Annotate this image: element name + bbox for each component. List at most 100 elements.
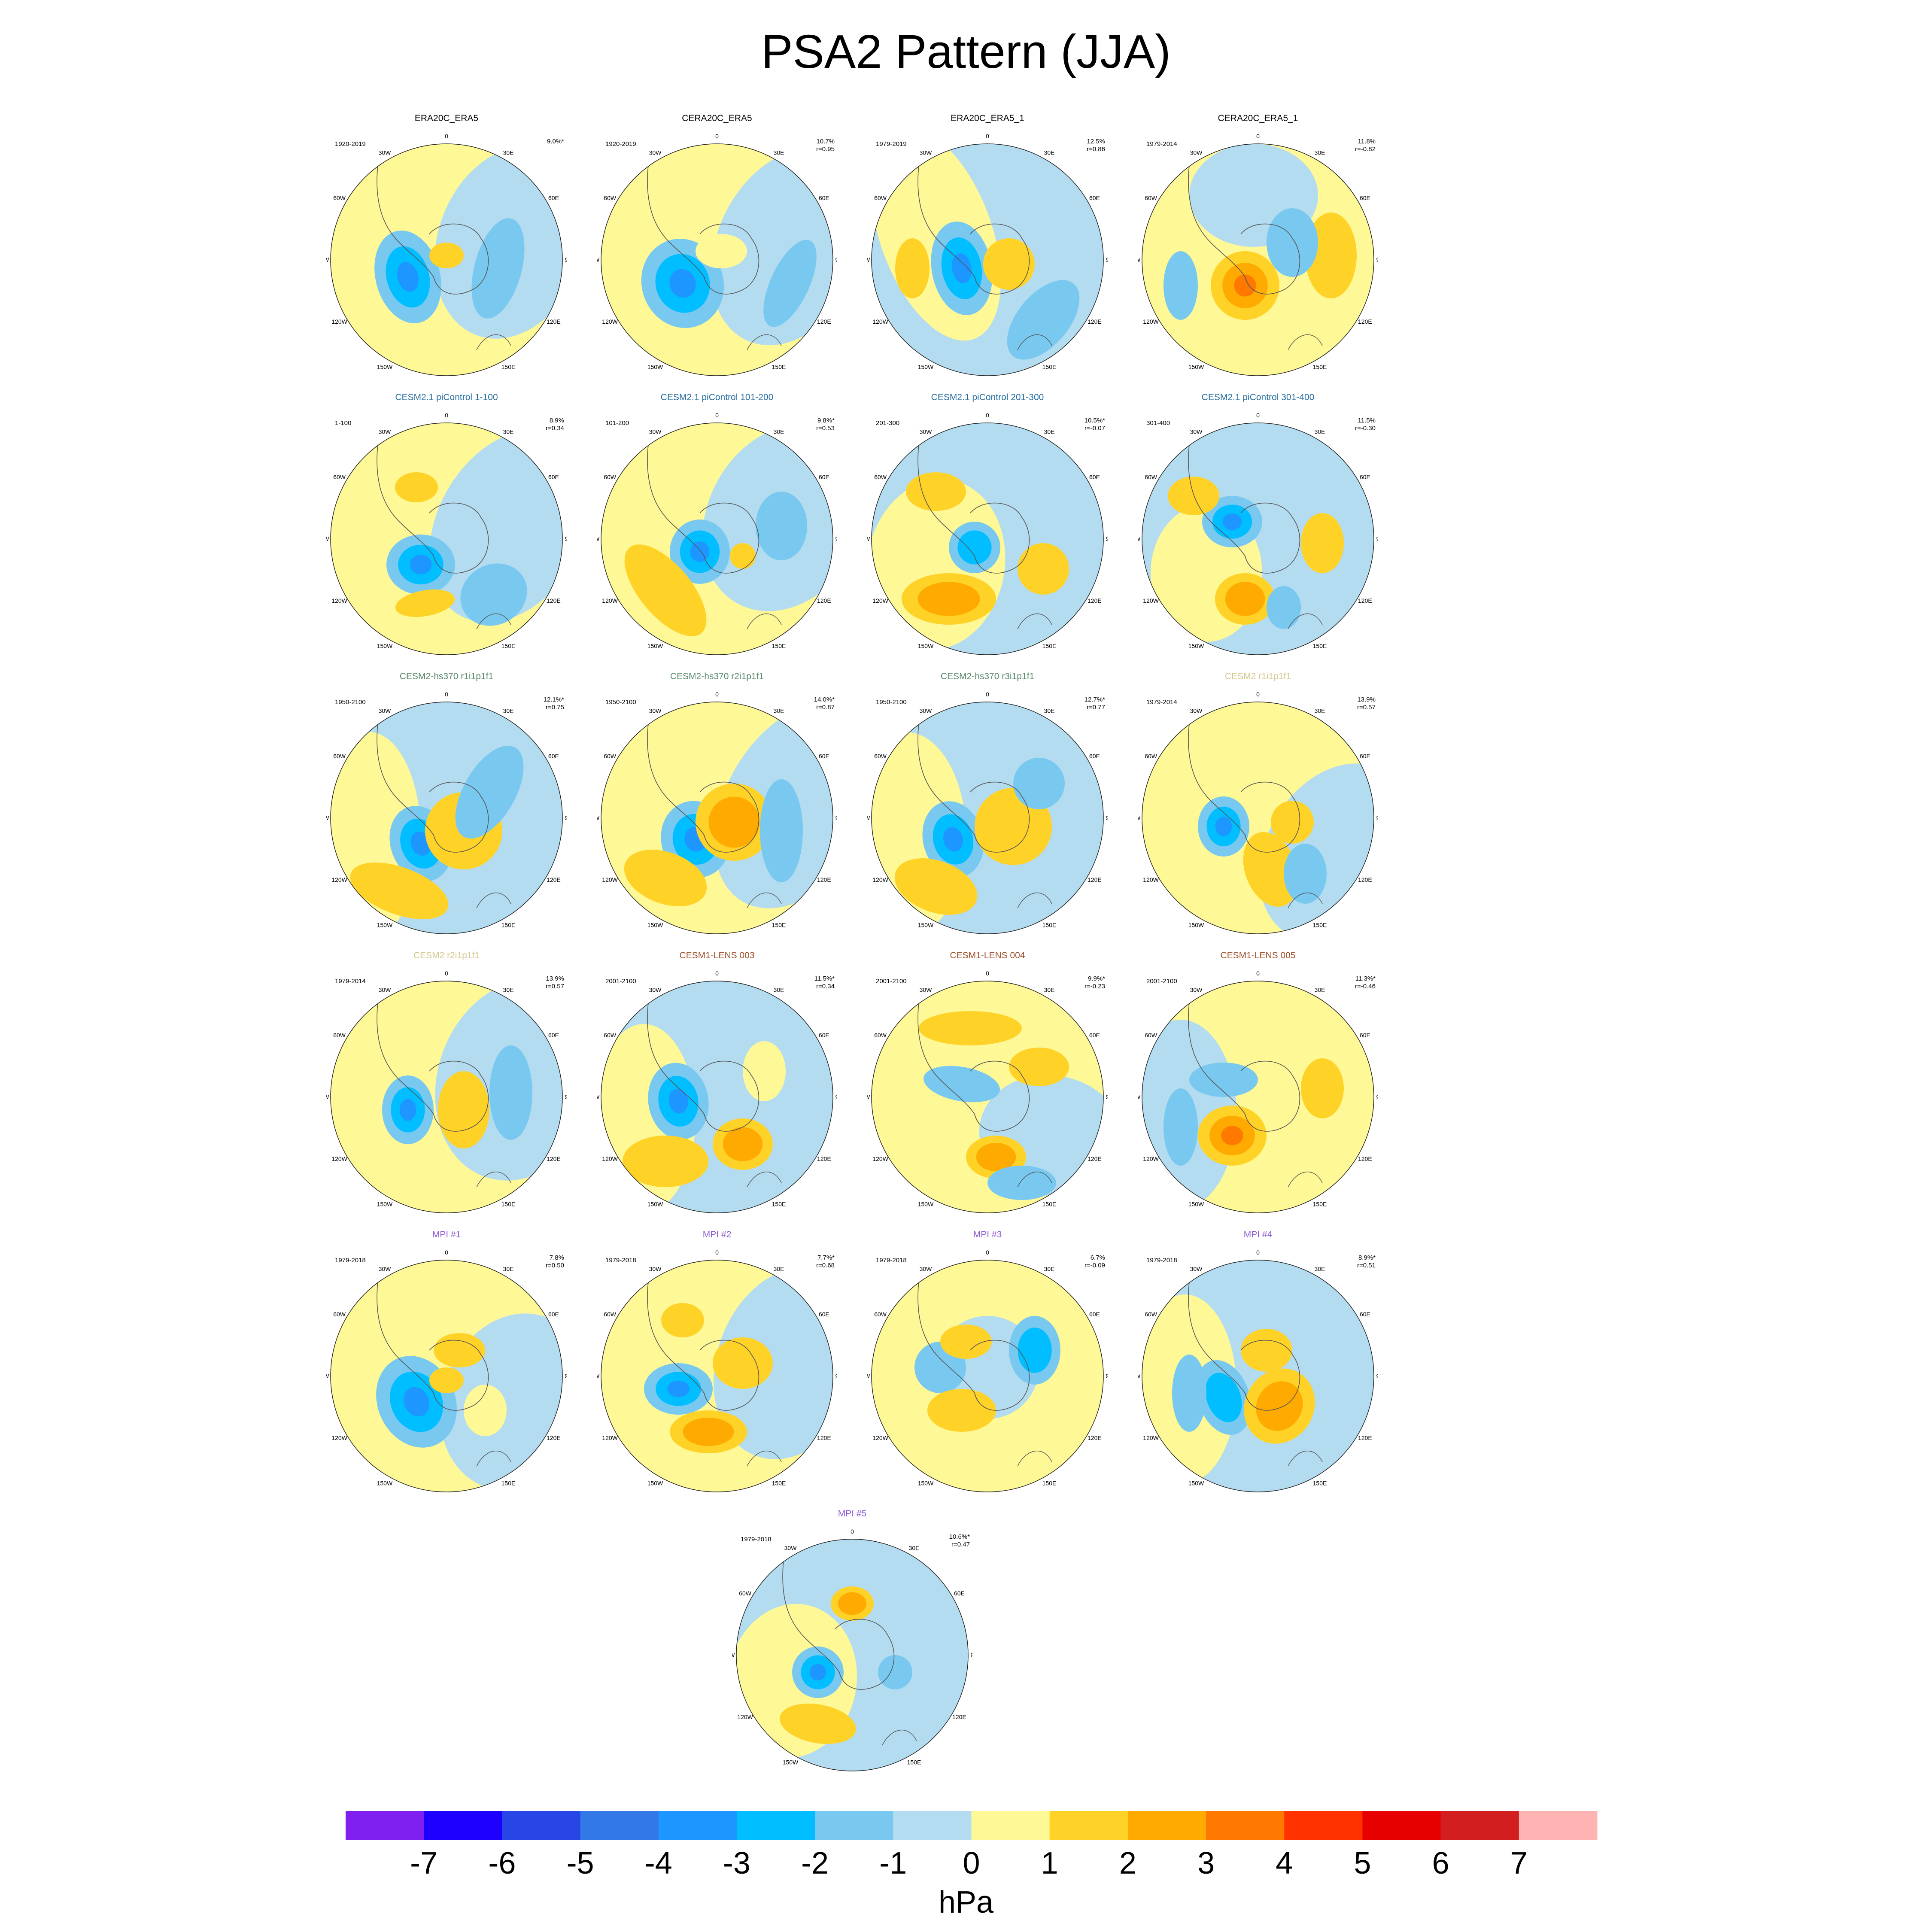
anomaly-contour bbox=[1018, 1327, 1052, 1373]
panel: CESM2 r2i1p1f1 1979-2014 13.9% r=0.57 0 30E 60… bbox=[326, 951, 567, 1217]
correlation-value: r=0.50 bbox=[546, 1262, 564, 1269]
panel-title: CESM2.1 piControl 301-400 bbox=[1201, 392, 1315, 402]
panel-period: 301-400 bbox=[1146, 419, 1170, 427]
coastline bbox=[1288, 1450, 1323, 1467]
anomaly-field bbox=[601, 144, 833, 376]
longitude-label: 150E bbox=[907, 1759, 921, 1765]
longitude-label: 150W bbox=[377, 1200, 393, 1207]
longitude-label: 90W bbox=[326, 535, 329, 542]
anomaly-contour bbox=[624, 544, 707, 636]
panel: CESM2.1 piControl 101-200 101-200 9.8%* r=0… bbox=[597, 393, 837, 659]
anomaly-contour bbox=[730, 543, 756, 569]
anomaly-contour bbox=[943, 827, 963, 852]
longitude-label: 90E bbox=[1106, 256, 1108, 263]
anomaly-field bbox=[601, 423, 833, 655]
longitude-label: 150W bbox=[647, 1479, 663, 1486]
longitude-label: 120E bbox=[1088, 1434, 1102, 1441]
anomaly-contour bbox=[952, 253, 972, 283]
longitude-label: 30E bbox=[503, 987, 514, 993]
longitude-label: 0 bbox=[715, 133, 719, 140]
panel-variance: 8.9%* r=0.51 bbox=[1357, 1254, 1376, 1270]
panel-variance: 11.5%* r=0.34 bbox=[814, 975, 835, 990]
panel-title: MPI #1 bbox=[432, 1230, 461, 1239]
longitude-label: 150E bbox=[1042, 1200, 1057, 1207]
longitude-label: 120W bbox=[872, 1434, 888, 1441]
longitude-label: 0 bbox=[445, 970, 448, 977]
longitude-label: 30E bbox=[909, 1545, 920, 1552]
map-rim bbox=[871, 981, 1104, 1213]
longitude-label: 60E bbox=[1089, 1311, 1100, 1318]
longitude-label: 90E bbox=[1376, 1373, 1378, 1379]
coastline bbox=[1188, 444, 1300, 574]
coastline bbox=[377, 723, 489, 853]
correlation-value: r=0.51 bbox=[1357, 1262, 1376, 1269]
coastline bbox=[1288, 334, 1323, 350]
longitude-label: 30W bbox=[920, 428, 933, 435]
longitude-label: 90E bbox=[1106, 814, 1108, 821]
longitude-label: 150E bbox=[1313, 921, 1327, 928]
panel-variance: 14.0%* r=0.87 bbox=[814, 696, 835, 711]
longitude-label: 90E bbox=[835, 535, 837, 542]
anomaly-contour bbox=[350, 863, 449, 919]
correlation-value: r=-0.09 bbox=[1084, 1262, 1105, 1269]
longitude-label: 90W bbox=[326, 814, 329, 821]
correlation-value: r=0.57 bbox=[546, 983, 564, 990]
longitude-label: 150E bbox=[772, 1479, 786, 1486]
colorbar-tick-label: 6 bbox=[1432, 1846, 1449, 1880]
longitude-label: 0 bbox=[445, 691, 448, 698]
anomaly-contour bbox=[1301, 513, 1344, 573]
longitude-label: 150W bbox=[647, 921, 663, 928]
anomaly-contour bbox=[756, 492, 807, 560]
polar-map: 030E60E90E120E150E180150W120W90W60W30W bbox=[326, 1249, 567, 1492]
anomaly-field bbox=[601, 981, 833, 1213]
variance-value: 12.5% bbox=[1087, 138, 1105, 145]
panel-period: 1950-2100 bbox=[335, 699, 366, 706]
panel-variance: 9.0%* bbox=[547, 138, 564, 146]
anomaly-contour bbox=[623, 1136, 708, 1187]
longitude-label: 60W bbox=[333, 474, 346, 480]
coastline bbox=[1017, 613, 1052, 629]
longitude-label: 60W bbox=[874, 1032, 887, 1039]
longitude-label: 90W bbox=[1138, 1373, 1141, 1379]
anomaly-contour bbox=[743, 1041, 786, 1101]
polar-map: 030E60E90E120E150E180150W120W90W60W30W bbox=[867, 970, 1108, 1213]
polar-map: 030E60E90E120E150E180150W120W90W60W30W bbox=[1138, 691, 1378, 934]
longitude-label: 150W bbox=[377, 921, 393, 928]
anomaly-contour bbox=[780, 1704, 856, 1744]
anomaly-contour bbox=[460, 563, 527, 626]
coastline bbox=[1017, 1450, 1052, 1467]
panel-period: 1979-2014 bbox=[1146, 699, 1177, 706]
longitude-label: 60W bbox=[333, 1311, 346, 1318]
longitude-label: 150E bbox=[501, 363, 516, 370]
polar-map: 030E60E90E120E150E180150W120W90W60W30W bbox=[1138, 970, 1378, 1213]
longitude-label: 150W bbox=[1188, 642, 1204, 649]
anomaly-contour bbox=[1205, 1373, 1242, 1422]
correlation-value: r=0.34 bbox=[546, 425, 564, 432]
longitude-label: 120E bbox=[1358, 1155, 1372, 1162]
longitude-label: 120W bbox=[331, 876, 347, 883]
longitude-label: 120W bbox=[1143, 876, 1159, 883]
anomaly-field bbox=[1142, 1260, 1374, 1492]
panel-title: CESM1-LENS 005 bbox=[1220, 951, 1296, 960]
panel: CESM2-hs370 r3i1p1f1 1950-2100 12.7%* r=0.7… bbox=[867, 672, 1108, 938]
longitude-label: 30W bbox=[649, 428, 662, 435]
anomaly-contour bbox=[1271, 801, 1314, 844]
correlation-value: r=0.68 bbox=[816, 1262, 835, 1269]
panel-title: ERA20C_ERA5_1 bbox=[951, 113, 1024, 123]
longitude-label: 120W bbox=[331, 1155, 347, 1162]
panel-period: 2001-2100 bbox=[876, 978, 907, 985]
panels-grid: ERA20C_ERA5 1920-2019 9.0%* 0 30E 60E 90E 120E 1… bbox=[326, 113, 1378, 1771]
anomaly-contour bbox=[838, 1592, 866, 1615]
map-rim bbox=[601, 143, 833, 376]
longitude-label: 0 bbox=[986, 970, 989, 977]
longitude-label: 150E bbox=[772, 363, 786, 370]
longitude-label: 90E bbox=[1376, 1094, 1378, 1100]
longitude-label: 0 bbox=[1256, 691, 1260, 698]
longitude-label: 90E bbox=[1106, 535, 1108, 542]
longitude-label: 90W bbox=[597, 535, 600, 542]
anomaly-field bbox=[1142, 423, 1374, 655]
longitude-label: 150W bbox=[647, 642, 663, 649]
correlation-value: r=-0.07 bbox=[1084, 425, 1105, 432]
longitude-label: 60E bbox=[1360, 1311, 1370, 1318]
panel: CESM2 r1i1p1f1 1979-2014 13.9% r=0.57 0 30E 60… bbox=[1138, 672, 1378, 938]
